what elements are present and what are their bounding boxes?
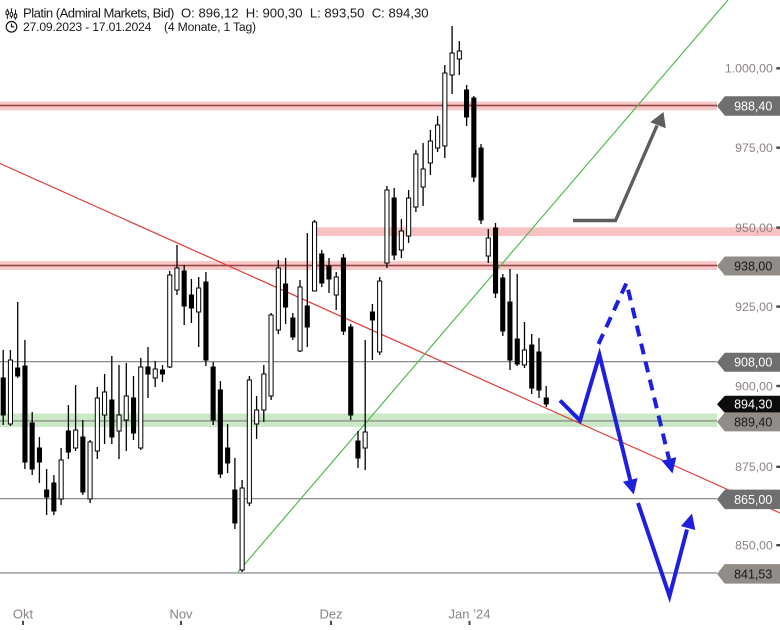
svg-text:988,40: 988,40 <box>734 100 772 114</box>
svg-text:975,00: 975,00 <box>735 141 773 155</box>
svg-text:865,00: 865,00 <box>734 493 772 507</box>
svg-text:850,00: 850,00 <box>735 539 773 553</box>
svg-text:Platin (Admiral Markets, Bid): Platin (Admiral Markets, Bid) <box>23 6 174 21</box>
svg-text:1.000,00: 1.000,00 <box>725 62 773 76</box>
svg-text:900,00: 900,00 <box>735 379 773 393</box>
svg-text:Okt: Okt <box>13 607 34 622</box>
svg-text:Jan ’24: Jan ’24 <box>449 607 491 622</box>
svg-text:889,40: 889,40 <box>734 415 772 429</box>
svg-text:894,30: 894,30 <box>734 398 772 412</box>
svg-text:Dez: Dez <box>319 607 342 622</box>
svg-text:O: 896,12 H: 900,30 L: 893,5: O: 896,12 H: 900,30 L: 893,50 C: 894,30 <box>181 6 429 21</box>
svg-text:908,00: 908,00 <box>734 356 772 370</box>
svg-text:27.09.2023 - 17.01.2024: 27.09.2023 - 17.01.2024 <box>23 20 152 34</box>
svg-text:Nov: Nov <box>169 607 193 622</box>
svg-text:950,00: 950,00 <box>735 221 773 235</box>
svg-text:938,00: 938,00 <box>734 260 772 274</box>
svg-text:875,00: 875,00 <box>735 460 773 474</box>
svg-text:841,53: 841,53 <box>734 567 772 581</box>
svg-text:(4 Monate, 1 Tag): (4 Monate, 1 Tag) <box>164 20 256 34</box>
svg-text:925,00: 925,00 <box>735 300 773 314</box>
